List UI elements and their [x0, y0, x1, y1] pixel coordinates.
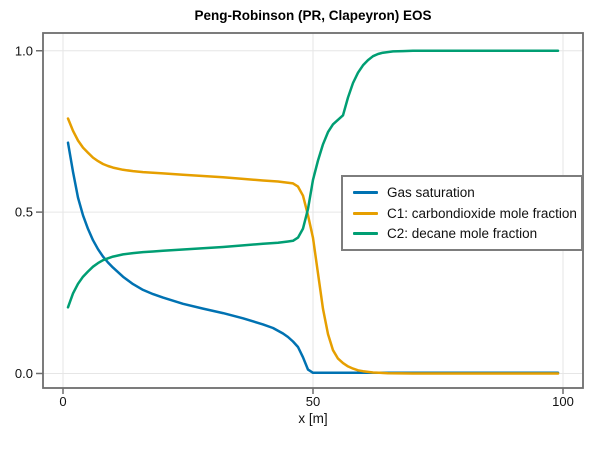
legend-swatch-c1-carbondioxide-mole-fraction: [353, 211, 378, 215]
series-line-c2-decane-mole-fraction: [66, 49, 560, 309]
y-tick-label-0.5: 0.5: [15, 205, 33, 220]
x-tick-label-100: 100: [552, 394, 574, 409]
chart-title: Peng-Robinson (PR, Clapeyron) EOS: [194, 8, 432, 23]
legend-swatch-gas-saturation: [353, 190, 378, 194]
x-axis-label: x [m]: [298, 411, 328, 426]
legend-label-gas-saturation: Gas saturation: [387, 184, 475, 200]
y-tick-label-0.0: 0.0: [15, 366, 33, 381]
series-line-gas-saturation: [66, 141, 560, 375]
legend-swatch-c2-decane-mole-fraction: [353, 232, 378, 236]
x-tick-label-0: 0: [59, 394, 66, 409]
series-line-c1-carbondioxide-mole-fraction: [66, 117, 560, 375]
legend-label-c1-carbondioxide-mole-fraction: C1: carbondioxide mole fraction: [387, 205, 577, 221]
legend-item-gas-saturation: Gas saturation: [353, 182, 573, 203]
legend: Gas saturation C1: carbondioxide mole fra…: [341, 175, 583, 251]
y-tick-label-1.0: 1.0: [15, 43, 33, 58]
x-tick-label-50: 50: [306, 394, 320, 409]
legend-item-c2-decane-mole-fraction: C2: decane mole fraction: [353, 223, 573, 244]
legend-item-c1-carbondioxide-mole-fraction: C1: carbondioxide mole fraction: [353, 203, 577, 224]
legend-label-c2-decane-mole-fraction: C2: decane mole fraction: [387, 226, 538, 242]
